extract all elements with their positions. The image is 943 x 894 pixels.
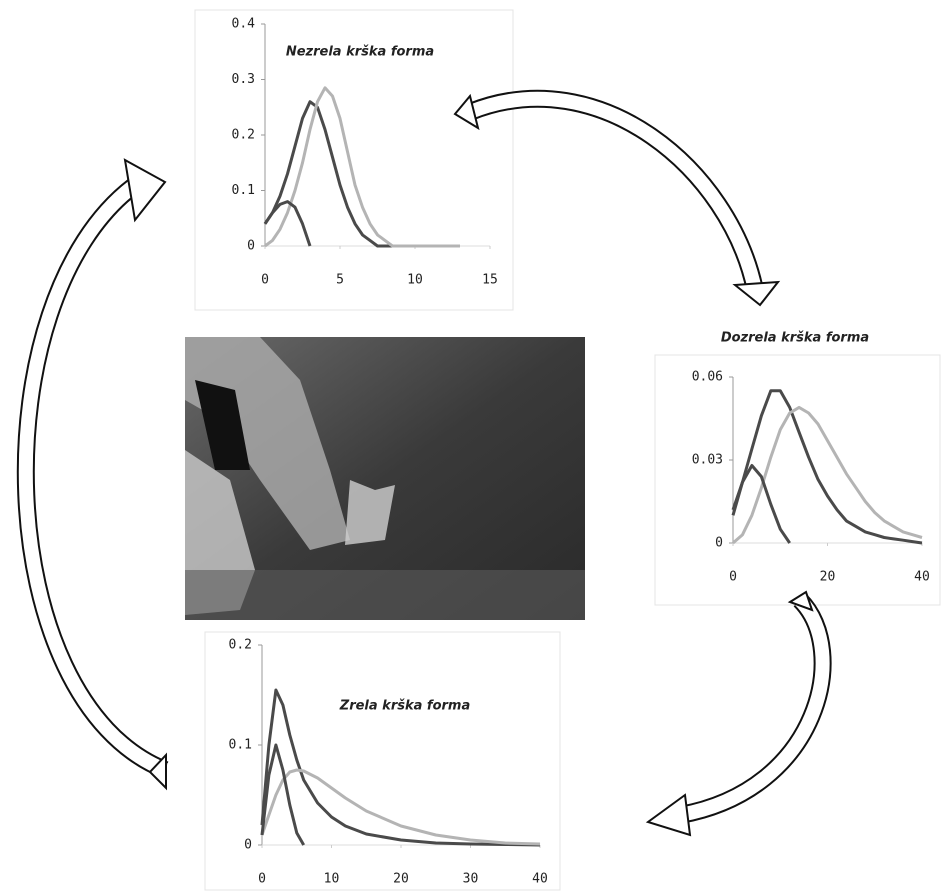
y-tick-label: 0.2 [229, 638, 252, 653]
x-tick-label: 0 [729, 570, 737, 585]
arrow [26, 160, 166, 788]
curve [733, 466, 790, 544]
x-tick-label: 20 [820, 570, 836, 585]
y-tick-label: 0.2 [232, 128, 255, 143]
x-tick-label: 0 [261, 273, 269, 288]
x-tick-label: 40 [914, 570, 930, 585]
curve [733, 391, 922, 543]
y-tick-label: 0 [715, 536, 723, 551]
x-tick-label: 10 [324, 872, 340, 887]
curve [265, 102, 460, 246]
y-tick-label: 0.1 [232, 183, 255, 198]
canvas: 0 0.1 0.2 0.3 0.4 0 5 10 15 Nezrela krška forma 0 0… [0, 0, 943, 894]
y-tick-label: 0 [244, 838, 252, 853]
chart-title: Zrela krška forma [339, 699, 470, 714]
y-tick-label: 0.06 [692, 370, 723, 385]
arrow [648, 592, 823, 835]
chart-frame [205, 632, 560, 890]
diagram: 0 0.1 0.2 0.3 0.4 0 5 10 15 Nezrela krška forma 0 0… [0, 0, 943, 894]
x-tick-label: 5 [336, 273, 344, 288]
chart-frame [655, 355, 940, 605]
x-tick-label: 0 [258, 872, 266, 887]
y-tick-label: 0 [247, 239, 255, 254]
x-tick-label: 20 [393, 872, 409, 887]
curve [265, 88, 460, 246]
x-tick-label: 40 [532, 872, 548, 887]
y-tick-label: 0.3 [232, 72, 255, 87]
y-tick-label: 0.03 [692, 453, 723, 468]
y-tick-label: 0.4 [232, 17, 256, 32]
arrow [455, 96, 778, 305]
y-tick-label: 0.1 [229, 738, 252, 753]
chart-title: Nezrela krška forma [286, 45, 434, 60]
x-tick-label: 30 [463, 872, 479, 887]
x-tick-label: 15 [482, 273, 498, 288]
photo [185, 337, 585, 620]
chart-title: Dozrela krška forma [721, 331, 869, 346]
x-tick-label: 10 [407, 273, 423, 288]
